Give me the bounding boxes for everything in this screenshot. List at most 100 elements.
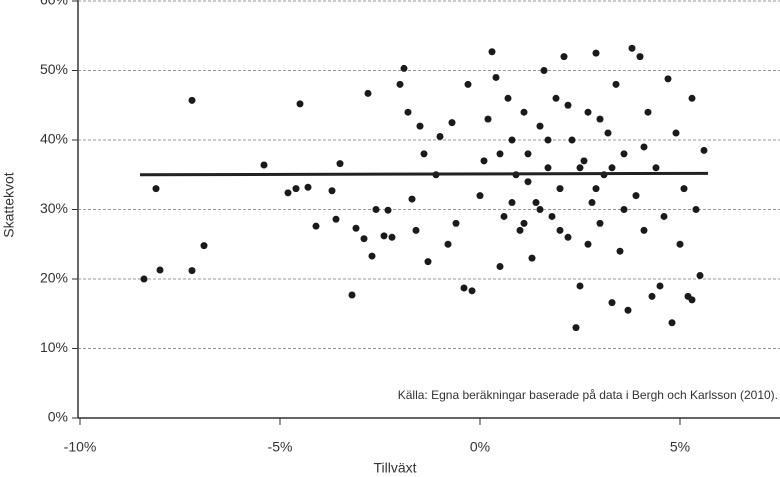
point <box>632 192 640 200</box>
point <box>556 226 564 234</box>
point <box>680 185 688 193</box>
point <box>616 247 624 255</box>
point <box>568 136 576 144</box>
point <box>352 224 360 232</box>
point <box>444 240 452 248</box>
point <box>700 146 708 154</box>
point <box>424 258 432 266</box>
y-tick-label: 10% <box>40 339 68 355</box>
point <box>464 80 472 88</box>
point <box>552 94 560 102</box>
point <box>368 252 376 260</box>
point <box>508 199 516 207</box>
point <box>664 75 672 83</box>
point <box>536 122 544 130</box>
trend-line <box>139 171 709 177</box>
point <box>140 275 148 283</box>
point <box>580 157 588 165</box>
point <box>156 266 164 274</box>
point <box>560 53 568 61</box>
point <box>544 164 552 172</box>
point <box>476 192 484 200</box>
point <box>620 206 628 213</box>
point <box>592 185 600 193</box>
point <box>588 199 596 207</box>
point <box>292 185 300 193</box>
point <box>188 96 196 104</box>
point <box>412 226 420 234</box>
point <box>636 53 644 61</box>
y-tick-label: 30% <box>40 200 68 216</box>
point <box>660 212 668 220</box>
point <box>384 206 392 214</box>
point <box>544 136 552 144</box>
point <box>564 101 572 109</box>
point <box>640 226 648 234</box>
x-tick-label: 5% <box>670 439 690 455</box>
point <box>604 129 612 137</box>
point <box>400 64 408 72</box>
y-tick-label: 20% <box>40 270 68 286</box>
point <box>496 262 504 270</box>
point <box>688 94 696 102</box>
point <box>596 219 604 227</box>
point <box>504 94 512 102</box>
point <box>188 267 196 275</box>
point <box>492 73 500 81</box>
point <box>668 319 676 327</box>
point <box>572 324 580 332</box>
x-tick-label: 0% <box>470 439 490 455</box>
point <box>304 183 312 191</box>
x-tick-label: -10% <box>64 439 97 455</box>
point <box>484 115 492 123</box>
point <box>364 89 372 97</box>
point <box>468 287 476 295</box>
point <box>420 150 428 158</box>
y-tick-label: 0% <box>48 409 68 425</box>
point <box>436 133 444 141</box>
y-axis-label: Skattekvot <box>1 172 17 237</box>
point <box>648 292 656 300</box>
point <box>380 232 388 240</box>
point <box>676 240 684 248</box>
y-tick-label: 60% <box>40 0 68 8</box>
point <box>608 299 616 307</box>
point <box>152 185 160 193</box>
point <box>612 80 620 88</box>
point <box>516 226 524 234</box>
point <box>592 49 600 57</box>
point <box>652 164 660 172</box>
point <box>688 296 696 304</box>
y-tick-label: 50% <box>40 61 68 77</box>
point <box>296 100 304 108</box>
point <box>452 219 460 227</box>
point <box>332 215 340 223</box>
point <box>548 212 556 220</box>
point <box>500 212 508 220</box>
point <box>576 282 584 290</box>
point <box>404 108 412 116</box>
point <box>408 195 416 203</box>
point <box>584 240 592 248</box>
point <box>696 272 704 280</box>
point <box>480 157 488 165</box>
point <box>524 178 532 186</box>
point <box>312 222 320 230</box>
point <box>388 233 396 241</box>
point <box>672 129 680 137</box>
point <box>200 242 208 250</box>
point <box>460 284 468 292</box>
point <box>564 233 572 241</box>
point <box>496 150 504 158</box>
point <box>584 108 592 116</box>
point <box>260 161 268 169</box>
point <box>556 185 564 193</box>
point <box>628 44 636 52</box>
point <box>596 115 604 123</box>
point <box>372 206 380 213</box>
source-note: Källa: Egna beräkningar baserade på data… <box>398 388 778 402</box>
point <box>396 80 404 88</box>
point <box>520 219 528 227</box>
point <box>640 143 648 151</box>
